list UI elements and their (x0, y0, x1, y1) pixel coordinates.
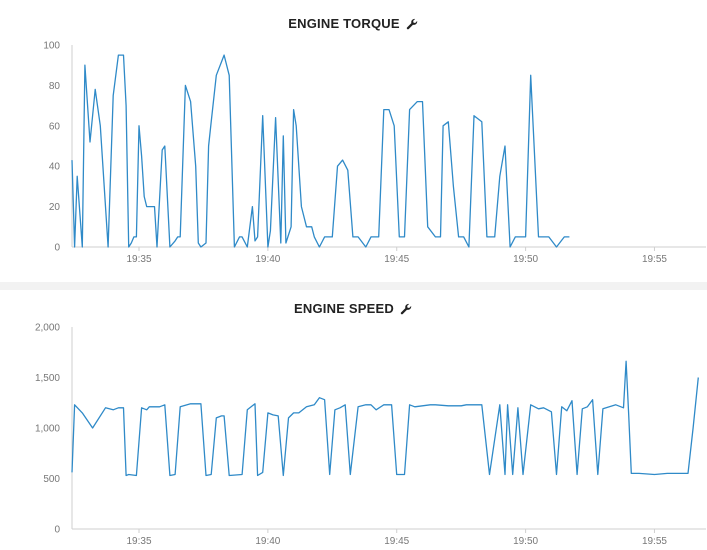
y-tick-label: 80 (49, 81, 61, 92)
torque-chart-svg: 0 20 40 60 80 100 19:35 19:40 19:45 19:50 19:55 (43, 41, 706, 265)
y-tick-label: 100 (43, 41, 60, 52)
x-tick-label: 19:50 (513, 536, 538, 547)
series-line (71, 54, 570, 248)
y-tick-label: 20 (49, 202, 61, 213)
speed-chart-title: ENGINE SPEED (294, 301, 394, 316)
x-tick-label: 19:40 (255, 536, 280, 547)
x-tick-label: 19:35 (126, 254, 151, 265)
x-tick-label: 19:35 (126, 536, 151, 547)
wrench-icon[interactable] (400, 303, 413, 316)
x-tick-label: 19:55 (642, 254, 667, 265)
torque-chart-title: ENGINE TORQUE (288, 16, 400, 31)
x-tick-label: 19:45 (384, 254, 409, 265)
y-tick-label: 0 (54, 525, 60, 536)
x-tick-label: 19:45 (384, 536, 409, 547)
y-tick-label: 40 (49, 162, 61, 173)
y-tick-label: 1,000 (35, 424, 60, 435)
y-tick-label: 60 (49, 121, 61, 132)
x-tick-label: 19:50 (513, 254, 538, 265)
y-tick-label: 500 (43, 474, 60, 485)
y-tick-label: 1,500 (35, 373, 60, 384)
x-tick-label: 19:40 (255, 254, 280, 265)
y-tick-label: 0 (54, 243, 60, 254)
x-tick-label: 19:55 (642, 536, 667, 547)
torque-chart-title-row: ENGINE TORQUE (0, 16, 707, 31)
speed-chart-svg: 0 500 1,000 1,500 2,000 19:35 19:40 19:45 19:50 1… (35, 323, 706, 547)
speed-chart-panel: ENGINE SPEED 0 500 1,000 1,500 2,000 19:35 19:… (0, 290, 707, 550)
y-tick-label: 2,000 (35, 323, 60, 334)
torque-chart-panel: ENGINE TORQUE 0 20 40 60 80 100 19:35 19:40 19:4… (0, 0, 707, 282)
speed-chart-title-row: ENGINE SPEED (0, 301, 707, 316)
series-line (71, 360, 699, 477)
wrench-icon[interactable] (406, 18, 419, 31)
